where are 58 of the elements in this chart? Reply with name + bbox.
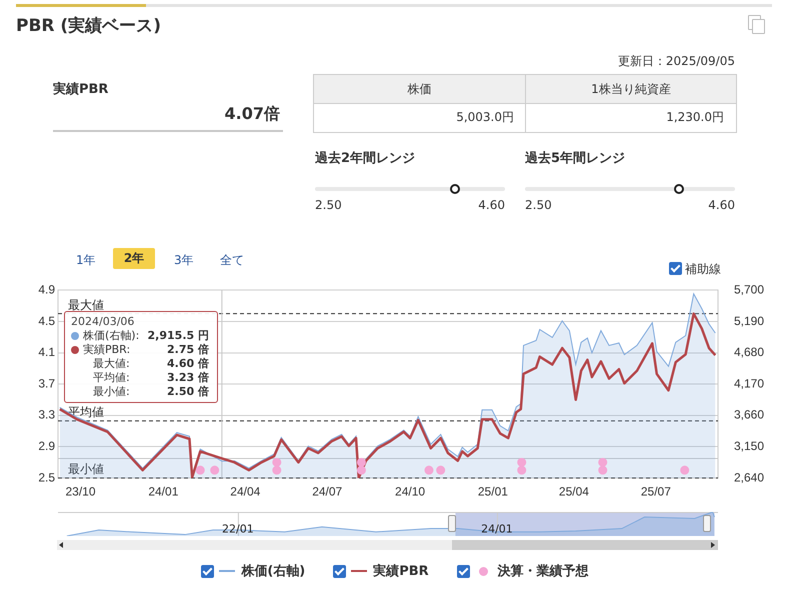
annotation: 平均値:	[93, 371, 130, 385]
y-tick-label: 2.5	[38, 470, 56, 484]
annotation: 3.23 倍	[167, 371, 209, 385]
text: 2.50	[315, 198, 342, 212]
y2-tick-label: 5,190	[734, 314, 764, 328]
text: 4.60	[707, 198, 735, 212]
annotation: 株価(右軸):	[83, 329, 140, 343]
text: 2.50	[525, 198, 552, 212]
legend-label: 株価(右軸)	[241, 564, 306, 579]
annotation: 2.75 倍	[167, 343, 209, 357]
x-tick-label: 25/07	[640, 484, 672, 499]
annotation: 実績PBR:	[83, 343, 130, 357]
text: 1年	[76, 252, 96, 269]
text: 1株当り純資産	[590, 81, 672, 98]
y-tick-label: 2.9	[38, 439, 56, 454]
x-tick-label: 24/01	[481, 522, 513, 536]
text: 2年	[113, 248, 155, 269]
ref-line-label: 最大値	[68, 298, 104, 312]
x-tick-label: 24/04	[230, 484, 261, 499]
text: 1,230.0円	[665, 109, 724, 126]
text: 全て	[220, 252, 244, 269]
annotation: 2.50 倍	[167, 385, 209, 399]
text: 4.07倍	[224, 104, 280, 125]
annotation: 最小値:	[93, 385, 130, 399]
y-tick-label: 4.1	[38, 345, 56, 360]
y2-tick-label: 3,150	[734, 439, 764, 454]
legend-label: 実績PBR	[373, 564, 429, 579]
y-tick-label: 4.9	[38, 282, 56, 297]
y2-tick-label: 4,170	[734, 376, 764, 390]
x-tick-label: 24/10	[395, 484, 426, 499]
text: PBR (実績ベース)	[16, 15, 161, 37]
x-tick-label: 25/04	[558, 484, 590, 499]
y-tick-label: 3.7	[38, 376, 56, 390]
y2-tick-label: 3,660	[734, 408, 764, 422]
x-tick-label: 24/01	[148, 484, 179, 499]
y-tick-label: 4.5	[38, 314, 56, 328]
text: 4.60	[477, 198, 505, 212]
annotation: 2,915.5 円	[148, 329, 209, 343]
y-tick-label: 3.3	[38, 408, 56, 422]
annotation: 最大値:	[93, 357, 130, 371]
y2-tick-label: 4,680	[734, 345, 764, 360]
x-tick-label: 23/10	[65, 484, 96, 499]
x-tick-label: 24/07	[312, 484, 343, 499]
text: 過去5年間レンジ	[525, 150, 626, 167]
annotation: 2024/03/06	[71, 315, 136, 329]
text: 5,003.0円	[455, 109, 514, 126]
text: 過去2年間レンジ	[315, 150, 416, 167]
annotation: 4.60 倍	[167, 357, 209, 371]
ref-line-label: 最小値	[68, 462, 104, 476]
text: 3年	[174, 252, 194, 269]
x-tick-label: 25/01	[478, 484, 508, 499]
legend-label: 決算・業績予想	[498, 564, 589, 579]
text: 実績PBR	[53, 80, 108, 98]
y2-tick-label: 5,700	[734, 282, 764, 297]
text: 更新日：2025/09/05	[618, 53, 735, 70]
y2-tick-label: 2,640	[734, 470, 764, 484]
text: 株価	[406, 81, 432, 98]
text: 補助線	[685, 261, 721, 278]
